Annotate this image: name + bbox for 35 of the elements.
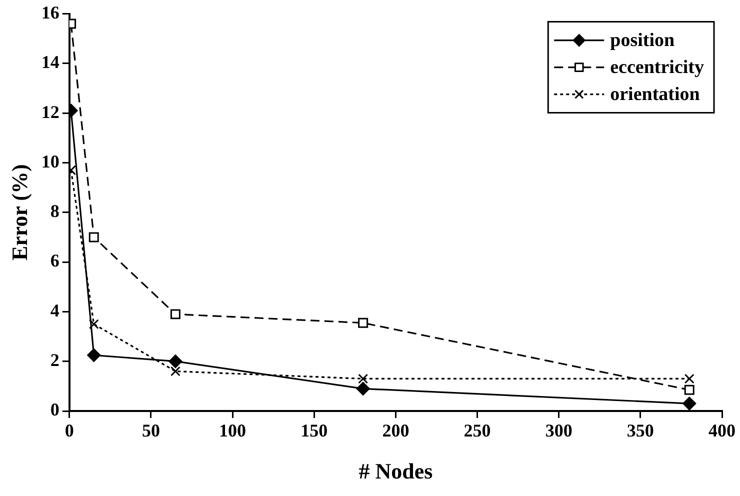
point — [358, 374, 368, 384]
x-tick-label: 200 — [382, 420, 410, 440]
point — [88, 319, 99, 330]
x-tick-label: 250 — [464, 420, 491, 440]
x-tick-label: 50 — [142, 420, 160, 440]
point — [168, 354, 182, 368]
y-tick-label: 16 — [41, 2, 60, 22]
point — [684, 384, 694, 395]
y-axis-title: Error (%) — [6, 164, 32, 261]
x-axis-title: # Nodes — [358, 458, 434, 484]
y-tick-label: 2 — [50, 350, 60, 370]
y-tick-label: 4 — [50, 300, 60, 320]
point — [170, 309, 180, 320]
x-tick-label: 100 — [219, 420, 246, 440]
y-tick-label: 10 — [41, 151, 60, 172]
legend-label: position — [610, 30, 675, 52]
y-tick-label: 0 — [50, 400, 60, 420]
point — [87, 348, 101, 362]
y-tick-label: 6 — [50, 250, 60, 271]
point — [682, 396, 696, 410]
point — [170, 366, 180, 376]
x-tick-label: 350 — [626, 420, 654, 440]
legend-label: orientation — [610, 84, 700, 106]
legend-label: eccentricity — [610, 57, 704, 78]
y-tick-label: 8 — [50, 201, 60, 222]
x-tick-label: 0 — [64, 420, 74, 440]
point — [358, 318, 368, 328]
x-tick-label: 300 — [545, 420, 572, 440]
y-tick-label: 12 — [41, 102, 60, 122]
x-tick-label: 150 — [300, 420, 328, 440]
point — [684, 374, 694, 384]
x-tick-label: 400 — [708, 420, 736, 440]
point — [356, 382, 370, 396]
y-tick-label: 14 — [41, 52, 60, 72]
point — [88, 232, 99, 242]
